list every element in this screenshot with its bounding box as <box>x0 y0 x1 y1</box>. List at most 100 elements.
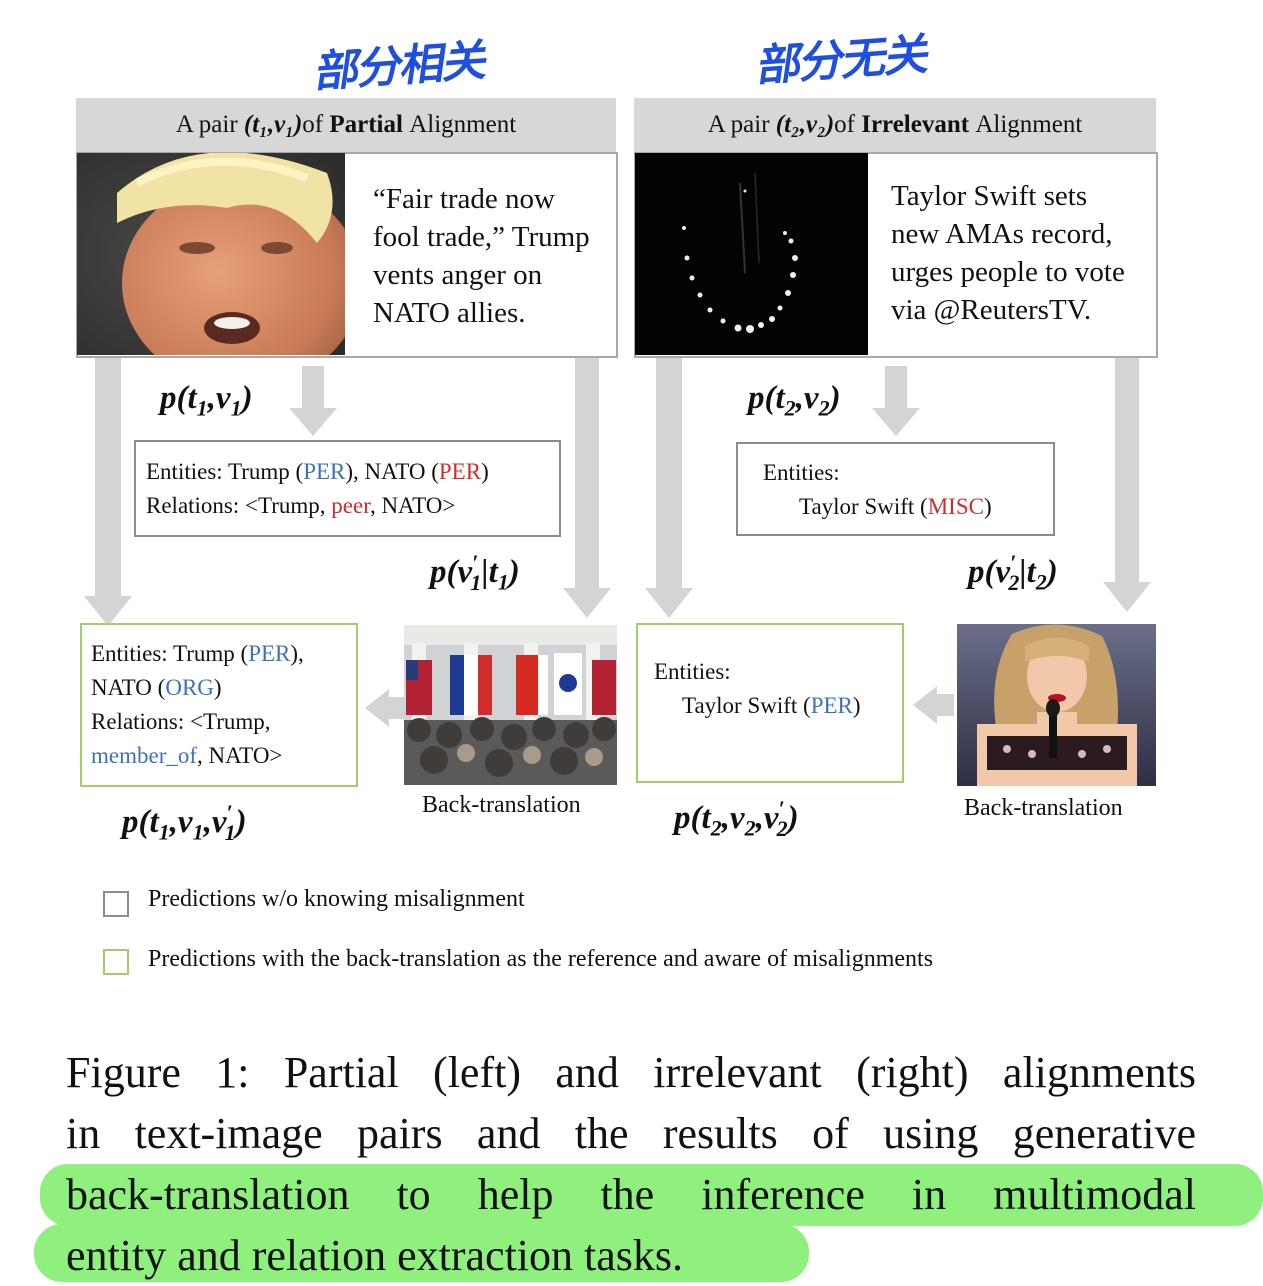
prob-sub: 1 <box>192 819 204 845</box>
entity-type-tag: PER <box>438 459 482 484</box>
legend-gray-label: Predictions w/o knowing misalignment <box>148 886 525 912</box>
right-result-box: Entities: Taylor Swift (PER) <box>636 623 904 783</box>
prob-sub: 1 <box>230 395 242 421</box>
prob-sub: 2 <box>818 395 830 421</box>
header-of: of <box>834 111 855 138</box>
left-entities-box: Entities: Trump (PER), NATO (PER) Relati… <box>134 440 561 537</box>
left-result-box: Entities: Trump (PER), NATO (ORG) Relati… <box>80 623 358 787</box>
prob-part: p(t <box>122 804 159 840</box>
text-line: vents anger on <box>373 259 543 291</box>
prob-part: ,v <box>169 804 193 840</box>
text: ), <box>290 641 304 666</box>
text: ) <box>481 459 489 484</box>
legend-gray-swatch <box>103 891 129 917</box>
entity-type-tag: PER <box>248 641 291 666</box>
prob-sub: 1 <box>158 819 170 845</box>
arrow-shaft <box>95 358 121 598</box>
text: Entities: Trump ( <box>146 459 304 484</box>
prob-part: ,v <box>721 800 745 836</box>
prob-sub: 2 <box>1035 569 1047 595</box>
alignment-type: Irrelevant <box>861 111 970 138</box>
arrow-shaft <box>936 694 954 716</box>
prob-sub: 2 <box>776 815 788 841</box>
prob-part: p(v <box>968 554 1011 590</box>
arrow-down-icon <box>289 408 337 436</box>
nato-backtranslation-image <box>404 625 617 785</box>
prob-prime: ′ <box>1010 550 1017 575</box>
taylor-swift-backtranslation-image <box>957 624 1156 786</box>
prob-backtranslation-left: p(v′1|t1) <box>430 550 520 596</box>
figure-caption-line: entity and relation extraction tasks. <box>66 1231 684 1280</box>
text: ) <box>213 675 222 700</box>
right-pair-header: A pair (t₂,v₂) of Irrelevant Alignment <box>634 98 1156 152</box>
highlight-marker <box>40 1164 1263 1226</box>
legend-green-swatch <box>103 949 129 975</box>
result-line: Entities: <box>654 659 731 684</box>
result-line: member_of, NATO> <box>91 739 347 773</box>
prob-part: |t <box>481 554 498 590</box>
prob-sub: 2 <box>744 815 756 841</box>
prob-part: ) <box>241 380 253 416</box>
right-entities-box: Entities: Taylor Swift (MISC) <box>736 442 1055 536</box>
prob-part: p(t <box>674 800 711 836</box>
result-line: Entities: Trump (PER), <box>91 637 347 671</box>
result-line: NATO (ORG) <box>91 671 347 705</box>
prob-prime: ′ <box>778 796 785 821</box>
prob-part: ) <box>508 554 520 590</box>
text: Taylor Swift ( <box>799 494 928 519</box>
arrow-shaft <box>656 358 682 590</box>
handwritten-annotation-left: 部分相关 <box>312 35 491 98</box>
arrow-down-icon <box>645 588 693 618</box>
result-line: Taylor Swift (PER) <box>654 689 893 723</box>
prob-part: p(t <box>748 380 785 416</box>
alignment-type: Partial <box>329 111 403 138</box>
text-line: “Fair trade now <box>373 183 555 215</box>
prob-with-backtranslation-left: p(t1,v1,v′1) <box>122 800 247 846</box>
left-pair-header: A pair (t₁,v₁) of Partial Alignment <box>76 98 616 152</box>
text-line: urges people to vote <box>891 256 1125 288</box>
arrow-down-icon <box>84 596 132 626</box>
text: Entities: Trump ( <box>91 641 249 666</box>
prob-prime: ′ <box>472 550 479 575</box>
arrow-shaft <box>388 697 406 719</box>
legend-green-label: Predictions with the back-translation as… <box>148 946 934 972</box>
prob-part: ) <box>829 380 841 416</box>
highlight-marker <box>34 1224 809 1282</box>
prob-sub: 1 <box>470 569 482 595</box>
prob-part: p(t <box>160 380 197 416</box>
text: Taylor Swift ( <box>682 693 811 718</box>
prob-part: |t <box>1019 554 1036 590</box>
prob-part: ) <box>1046 554 1058 590</box>
entities-line: Entities: Trump (PER), NATO (PER) <box>146 455 549 489</box>
back-translation-label-right: Back-translation <box>964 795 1123 821</box>
figure-caption-line: back-translation to help the inference i… <box>66 1170 1196 1219</box>
prob-sub: 2 <box>710 815 722 841</box>
header-prefix: A pair <box>175 111 238 138</box>
prob-sub: 2 <box>784 395 796 421</box>
dark-lights-photo <box>635 153 868 355</box>
text-line: Taylor Swift sets <box>891 180 1088 212</box>
handwritten-annotation-right: 部分无关 <box>754 29 933 92</box>
arrow-left-icon <box>913 686 937 724</box>
prob-part: ,v <box>755 800 779 836</box>
prob-sub: 1 <box>196 395 208 421</box>
prob-part: ,v <box>207 380 231 416</box>
prob-part: ) <box>235 804 247 840</box>
prob-sub: 1 <box>497 569 509 595</box>
entities-line: Taylor Swift (MISC) <box>763 490 1043 524</box>
header-of: of <box>302 111 324 138</box>
text-line: fool trade,” Trump <box>373 221 590 253</box>
entity-type-tag: PER <box>810 693 853 718</box>
prob-part: ,v <box>795 380 819 416</box>
arrow-down-icon <box>1103 582 1151 612</box>
prob-backtranslation-right: p(v′2|t2) <box>968 550 1058 596</box>
text: Relations: <Trump, <box>146 493 332 518</box>
prob-part: ,v <box>203 804 227 840</box>
prob-part: ) <box>787 800 799 836</box>
prob-sub: 2 <box>1008 569 1020 595</box>
arrow-down-icon <box>872 408 920 436</box>
entity-type-tag: MISC <box>927 494 984 519</box>
prob-part: p(v <box>430 554 473 590</box>
prob-with-backtranslation-right: p(t2,v2,v′2) <box>674 796 799 842</box>
relation-tag: member_of <box>91 743 198 768</box>
